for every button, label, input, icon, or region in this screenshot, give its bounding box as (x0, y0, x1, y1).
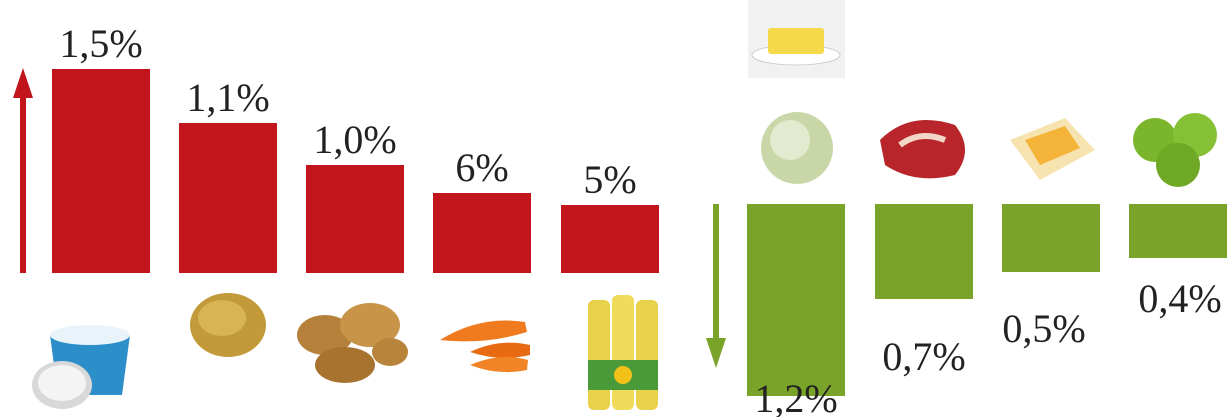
increase-bar (561, 205, 659, 273)
decrease-bar (875, 204, 973, 299)
increase-label: 1,5% (59, 21, 142, 66)
yogurt-icon (32, 325, 130, 409)
increase-bar (179, 123, 277, 273)
decrease-label: 1,2% (754, 376, 837, 417)
carrot-icon (440, 320, 530, 372)
down-arrow (706, 204, 726, 368)
increase-label: 1,0% (313, 117, 396, 162)
decrease-bar (1129, 204, 1227, 258)
up-arrow (13, 68, 33, 273)
increase-bar (306, 165, 404, 273)
cheese-icon (1010, 118, 1095, 180)
decrease-bar (1002, 204, 1100, 272)
potato-icon (297, 303, 408, 383)
grain-icon (190, 293, 266, 357)
butter-icon (748, 0, 845, 78)
infographic: 1,5% 1,1% 1,0% 6% 5% 1,2% 0,7% 0,5% 0,4% (0, 0, 1227, 417)
decrease-label: 0,7% (882, 334, 965, 379)
cabbage-icon (761, 112, 833, 184)
decrease-label: 0,5% (1002, 306, 1085, 351)
increase-bar (433, 193, 531, 273)
meat-icon (880, 120, 965, 178)
decrease-label: 0,4% (1138, 276, 1221, 321)
increase-label: 6% (455, 145, 508, 190)
oil-icon (588, 295, 658, 410)
increase-label: 1,1% (186, 75, 269, 120)
apple-icon (1133, 113, 1217, 187)
decrease-bar (747, 204, 845, 396)
increase-bar (52, 69, 150, 273)
increase-label: 5% (583, 157, 636, 202)
